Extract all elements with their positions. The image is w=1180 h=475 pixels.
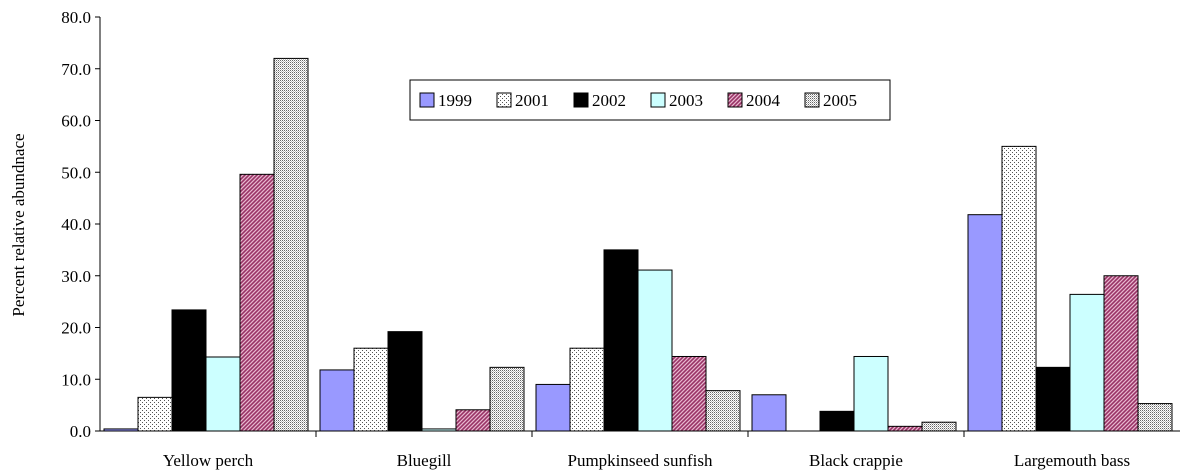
- legend-swatch-2005: [804, 92, 820, 108]
- bar-2002-bluegill: [387, 331, 423, 432]
- bar-2001-largemouth-bass: [1001, 145, 1037, 432]
- legend-label: 2001: [515, 91, 549, 110]
- legend: 1999 2001 2002 2003 2004 2005: [409, 79, 891, 121]
- y-tick-label: 30.0: [61, 267, 91, 286]
- bar-1999-black-crappie: [751, 394, 787, 432]
- bar-2002-black-crappie: [819, 410, 855, 432]
- y-axis-ticks: 0.0 10.0 20.0 30.0 40.0 50.0 60.0 70.0 80.0: [61, 8, 100, 441]
- y-tick-label: 10.0: [61, 370, 91, 389]
- y-tick-label: 20.0: [61, 319, 91, 338]
- bar-2001-bluegill: [353, 347, 389, 432]
- bar-2003-largemouth-bass: [1069, 293, 1105, 432]
- bar-2005-bluegill: [489, 366, 525, 432]
- bar-2003-yellow-perch: [205, 356, 241, 432]
- bar-2002-pumpkinseed-sunfish: [603, 249, 639, 432]
- bar-2002-largemouth-bass: [1035, 366, 1071, 432]
- legend-swatch-2004: [727, 92, 743, 108]
- legend-label: 1999: [438, 91, 472, 110]
- bar-2005-largemouth-bass: [1137, 403, 1173, 432]
- category-label: Largemouth bass: [1014, 451, 1130, 470]
- bar-2003-black-crappie: [853, 355, 889, 432]
- legend-swatch-2001: [496, 92, 512, 108]
- legend-swatch-2003: [650, 92, 666, 108]
- legend-label: 2005: [823, 91, 857, 110]
- category-labels: Yellow perch Bluegill Pumpkinseed sunfish B…: [163, 431, 1130, 470]
- legend-label: 2003: [669, 91, 703, 110]
- legend-swatch-1999: [419, 92, 435, 108]
- legend-label: 2004: [746, 91, 781, 110]
- y-tick-label: 80.0: [61, 8, 91, 27]
- bar-2004-pumpkinseed-sunfish: [671, 355, 707, 432]
- bar-2005-pumpkinseed-sunfish: [705, 390, 741, 432]
- bar-2005-yellow-perch: [273, 57, 309, 432]
- category-label: Pumpkinseed sunfish: [568, 451, 713, 470]
- legend-label: 2002: [592, 91, 626, 110]
- bars: [103, 57, 1173, 432]
- y-tick-label: 70.0: [61, 60, 91, 79]
- bar-1999-largemouth-bass: [967, 214, 1003, 432]
- category-label: Yellow perch: [163, 451, 254, 470]
- bar-1999-pumpkinseed-sunfish: [535, 383, 571, 432]
- bar-2004-yellow-perch: [239, 173, 275, 432]
- bar-2003-pumpkinseed-sunfish: [637, 269, 673, 432]
- bar-2001-yellow-perch: [137, 396, 173, 432]
- bar-2002-yellow-perch: [171, 309, 207, 432]
- category-label: Black crappie: [809, 451, 903, 470]
- bar-2005-black-crappie: [921, 421, 957, 432]
- y-tick-label: 60.0: [61, 112, 91, 131]
- bar-2001-pumpkinseed-sunfish: [569, 347, 605, 432]
- category-label: Bluegill: [397, 451, 452, 470]
- legend-swatch-2002: [573, 92, 589, 108]
- bar-2004-largemouth-bass: [1103, 275, 1139, 432]
- y-tick-label: 0.0: [70, 422, 91, 441]
- bar-2004-bluegill: [455, 409, 491, 432]
- y-axis-label: Percent relative abundnace: [9, 133, 28, 316]
- y-tick-label: 50.0: [61, 163, 91, 182]
- y-tick-label: 40.0: [61, 215, 91, 234]
- bar-2004-black-crappie: [887, 425, 923, 432]
- bar-1999-bluegill: [319, 369, 355, 432]
